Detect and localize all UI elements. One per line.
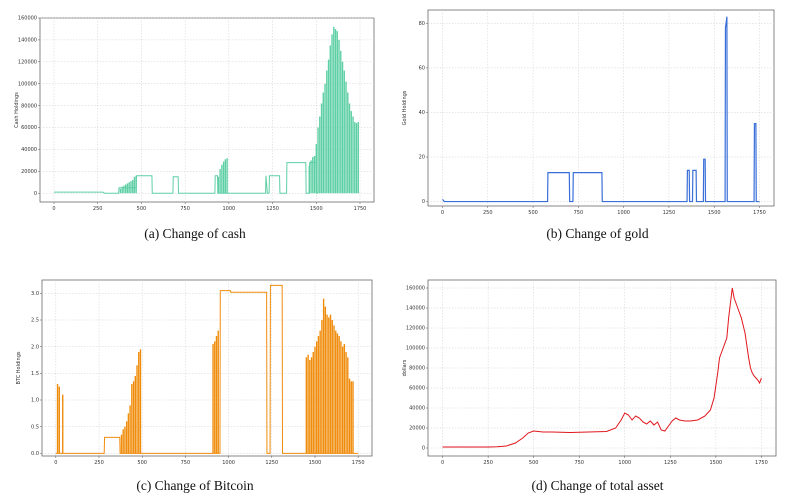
gold-caption: (b) Change of gold	[546, 226, 649, 241]
y-tick-label: 60000	[409, 386, 425, 392]
y-tick-label: 160000	[18, 16, 37, 22]
y-tick-label: 60	[419, 66, 425, 72]
x-tick-label: 1500	[309, 460, 322, 466]
y-tick-label: 80000	[21, 103, 37, 109]
x-tick-label: 1250	[664, 460, 677, 466]
y-tick-label: 140000	[406, 306, 425, 312]
x-tick-label: 0	[54, 460, 57, 466]
x-tick-label: 0	[441, 460, 444, 466]
y-axis-label: dollars	[402, 359, 408, 376]
y-tick-label: 120000	[18, 60, 37, 66]
total-asset-chart: 0 250 500 750 1000 1250 1500 1750 0 20000 40000 600…	[402, 279, 777, 466]
y-tick-label: 40	[419, 110, 425, 116]
x-tick-label: 500	[528, 210, 538, 216]
y-tick-label: 60000	[21, 125, 37, 131]
x-tick-label: 750	[181, 460, 191, 466]
x-tick-label: 1250	[663, 210, 676, 216]
x-tick-label: 1000	[618, 460, 631, 466]
x-tick-label: 500	[529, 460, 539, 466]
x-tick-label: 1500	[310, 206, 323, 212]
series-line	[442, 287, 762, 448]
cash-caption: (a) Change of cash	[144, 226, 246, 241]
y-tick-label: 20	[419, 155, 425, 161]
x-tick-label: 750	[180, 206, 190, 212]
y-tick-label: 0	[422, 199, 425, 205]
x-tick-label: 750	[574, 210, 584, 216]
y-tick-label: 0	[34, 191, 37, 197]
bitcoin-chart-panel: 0 250 500 750 1000 1250 1500 1750 0.0 0.5 1.0 1.5 2.…	[0, 262, 390, 499]
x-tick-label: 250	[483, 210, 493, 216]
x-tick-label: 500	[137, 460, 147, 466]
y-tick-label: 0.5	[31, 424, 39, 430]
x-tick-label: 1500	[710, 460, 723, 466]
x-tick-label: 1000	[222, 460, 235, 466]
cash-chart: 0 250 500 750 1000 1250 1500 1750 0 20000 40000 600…	[14, 16, 375, 212]
x-tick-label: 0	[52, 206, 55, 212]
x-tick-label: 1250	[266, 206, 279, 212]
bitcoin-caption: (c) Change of Bitcoin	[136, 478, 254, 493]
y-tick-label: 2.5	[31, 318, 39, 324]
x-tick-label: 1750	[755, 460, 768, 466]
x-tick-label: 1250	[265, 460, 278, 466]
y-tick-label: 80000	[409, 366, 425, 372]
y-tick-label: 120000	[406, 326, 425, 332]
series-line	[442, 16, 760, 203]
plot-frame	[427, 9, 775, 207]
gold-chart-panel: 0 250 500 750 1000 1250 1500 1750 0 20 40 60 80 Gold …	[398, 0, 797, 250]
y-tick-label: 80	[419, 21, 425, 27]
x-tick-label: 0	[441, 210, 444, 216]
y-axis-label: BTC Holdings	[16, 351, 22, 384]
x-tick-label: 500	[137, 206, 147, 212]
y-tick-label: 100000	[18, 81, 37, 87]
y-tick-label: 3.0	[31, 291, 39, 297]
series-line	[53, 162, 319, 194]
cash-chart-panel: 0 250 500 750 1000 1250 1500 1750 0 20000 40000 600…	[0, 0, 390, 250]
y-tick-label: 2.0	[31, 344, 39, 350]
x-tick-label: 1000	[617, 210, 630, 216]
total-asset-caption: (d) Change of total asset	[531, 478, 664, 493]
gold-chart: 0 250 500 750 1000 1250 1500 1750 0 20 40 60 80 Gold …	[402, 9, 775, 216]
y-axis-label: Cash Holdings	[14, 92, 20, 128]
y-tick-label: 160000	[406, 286, 425, 292]
x-tick-label: 1000	[222, 206, 235, 212]
y-tick-label: 100000	[406, 346, 425, 352]
x-tick-label: 250	[93, 206, 103, 212]
x-tick-label: 1750	[352, 460, 365, 466]
y-tick-label: 20000	[21, 169, 37, 175]
y-tick-label: 140000	[18, 38, 37, 44]
x-tick-label: 750	[574, 460, 584, 466]
series-line	[55, 284, 359, 454]
total-asset-chart-panel: 0 250 500 750 1000 1250 1500 1750 0 20000 40000 600…	[398, 262, 797, 499]
y-axis-label: Gold Holdings	[402, 90, 408, 125]
x-tick-label: 1750	[753, 210, 766, 216]
x-tick-label: 1500	[708, 210, 721, 216]
y-tick-label: 1.0	[31, 398, 39, 404]
y-tick-label: 0	[422, 446, 425, 452]
y-tick-label: 0.0	[31, 451, 39, 457]
x-tick-label: 250	[94, 460, 104, 466]
x-tick-label: 1750	[354, 206, 367, 212]
y-tick-label: 40000	[21, 147, 37, 153]
y-tick-label: 20000	[409, 426, 425, 432]
bitcoin-chart: 0 250 500 750 1000 1250 1500 1750 0.0 0.5 1.0 1.5 2.…	[16, 279, 373, 466]
y-tick-label: 1.5	[31, 371, 39, 377]
x-tick-label: 250	[483, 460, 493, 466]
y-tick-label: 40000	[409, 406, 425, 412]
